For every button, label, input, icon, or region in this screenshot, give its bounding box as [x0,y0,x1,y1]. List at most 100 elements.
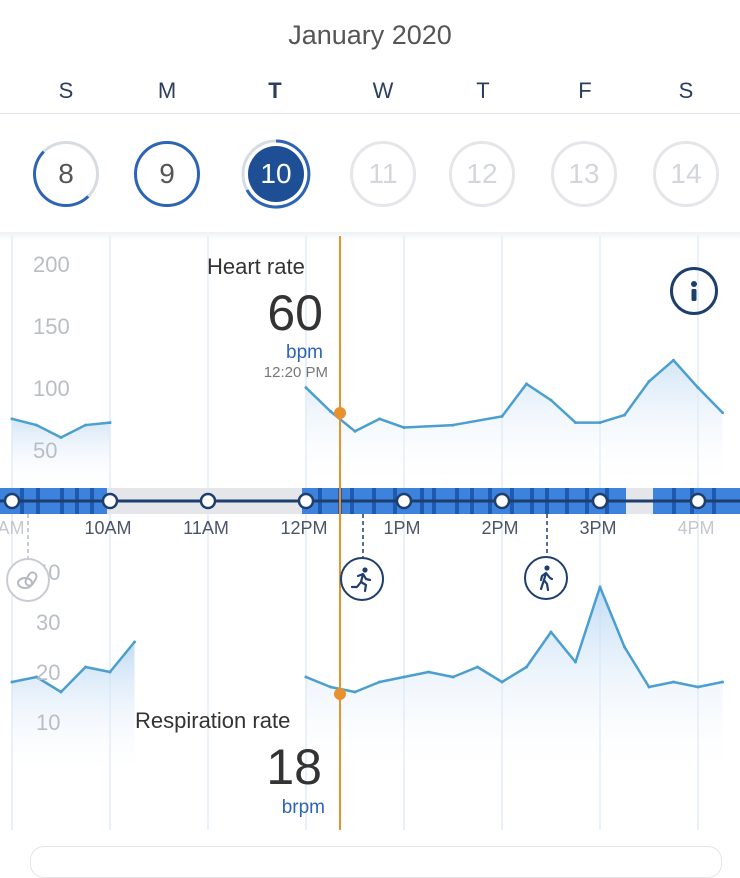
time-label-11am: 11AM [183,518,229,538]
rr-series-point-1-7 [476,665,479,669]
header-divider [0,113,740,114]
hr-series-area-0 [12,418,110,490]
info-button[interactable] [670,267,718,315]
hr-series-point-1-10 [598,421,602,425]
weekday-sat: S [678,78,694,103]
hr-series-point-1-9 [574,421,577,425]
rr-series-point-0-2 [59,690,63,694]
timeline-node-5 [493,492,511,510]
health-chart[interactable] [0,236,740,830]
timeline-node-7 [689,492,707,510]
time-label-10am: 10AM [84,518,132,538]
heart-rate-cursor-dot [334,407,346,419]
day-14[interactable]: 14 [653,141,719,207]
day-10-selected[interactable]: 10 [248,146,304,202]
header-shadow [0,232,740,240]
day-10-progress-ring [241,139,311,209]
hr-series-point-1-11 [623,413,626,417]
timeline-node-6 [591,492,609,510]
rr-series-point-1-14 [647,685,651,689]
timeline-node-3 [297,492,315,510]
rr-series-point-1-2 [353,690,357,694]
info-icon [691,281,697,301]
rr-ytick-10: 10 [36,710,61,735]
activity-medication-marker[interactable] [6,558,50,602]
hr-series-point-1-6 [500,414,504,418]
hr-series-point-1-8 [549,398,553,402]
rr-series-point-1-15 [672,680,675,684]
rr-series-area-0 [12,642,135,780]
rr-series-line-1 [305,585,723,694]
hr-ytick-50: 50 [33,438,58,463]
hr-series-point-1-3 [378,417,381,421]
hr-series-line-1 [305,358,724,433]
hr-series-point-0-3 [84,423,87,427]
timeline-node-2 [199,492,217,510]
weekday-sun: S [58,78,74,103]
respiration-rate-unit: brpm [281,797,325,818]
hr-series-point-1-14 [696,386,700,390]
day-8[interactable]: 8 [33,141,99,207]
bottom-card[interactable] [30,846,722,878]
timeline-node-1 [101,492,119,510]
hr-ytick-100: 100 [33,376,70,401]
timeline-node-4 [395,492,413,510]
hr-series-point-0-0 [10,417,14,421]
rr-series-point-1-10 [549,630,553,634]
rr-series-point-0-4 [108,670,112,674]
day-12[interactable]: 12 [449,141,515,207]
weekday-thu: T [476,78,490,103]
day-11[interactable]: 11 [350,141,416,207]
hr-ytick-150: 150 [33,314,70,339]
rr-series-point-1-5 [427,670,430,674]
respiration-rate-title: Respiration rate [135,708,291,733]
respiration-cursor-dot [334,688,346,700]
rr-series-point-1-9 [525,665,528,669]
rr-series-point-1-1 [329,685,332,689]
rr-series-point-1-3 [378,680,381,684]
hr-series-point-0-4 [108,421,112,425]
rr-ytick-30: 30 [36,610,61,635]
hr-series-point-0-1 [35,423,38,427]
time-label-4pm: 4PM [677,518,715,538]
time-label-2pm: 2PM [481,518,519,538]
hr-series-point-1-2 [353,429,357,433]
rr-series-point-0-3 [84,665,87,669]
hr-series-point-0-2 [59,436,63,440]
rr-series-point-1-4 [402,675,406,679]
running-icon [350,567,372,593]
time-label-12pm: 12PM [280,518,328,538]
weekday-fri: F [578,78,592,103]
hr-series-point-1-15 [721,411,724,415]
rr-series-point-0-1 [35,675,38,679]
time-label-9am: AM [0,518,25,538]
weekday-tue: T [268,78,282,103]
rr-series-point-1-16 [696,685,700,689]
activity-walking-marker[interactable] [524,556,568,600]
rr-series-point-1-12 [598,585,602,589]
weekday-wed: W [372,78,394,103]
heart-rate-unit: bpm [286,342,323,363]
activity-running-marker[interactable] [340,557,384,601]
respiration-rate-value: 18 [266,739,322,795]
heart-rate-time: 12:20 PM [263,364,328,381]
hr-series-point-1-0 [304,386,308,390]
rr-series-point-1-13 [623,645,626,649]
hr-series-point-1-7 [525,382,528,386]
rr-series-line-0 [11,641,136,694]
hr-series-point-1-1 [329,409,332,413]
rr-series-point-0-5 [133,640,136,644]
month-title: January 2020 [288,20,452,50]
day-9[interactable]: 9 [134,141,200,207]
hr-series-point-1-4 [402,426,406,430]
pills-icon [17,571,38,589]
hr-series-area-1 [306,360,723,490]
walking-icon [539,565,554,592]
hr-series-point-1-5 [451,423,455,427]
timeline-node-0 [3,492,21,510]
day-13[interactable]: 13 [551,141,617,207]
rr-series-point-1-17 [721,680,724,684]
hr-ytick-200: 200 [33,252,70,277]
time-label-1pm: 1PM [383,518,421,538]
rr-series-point-1-6 [451,675,455,679]
